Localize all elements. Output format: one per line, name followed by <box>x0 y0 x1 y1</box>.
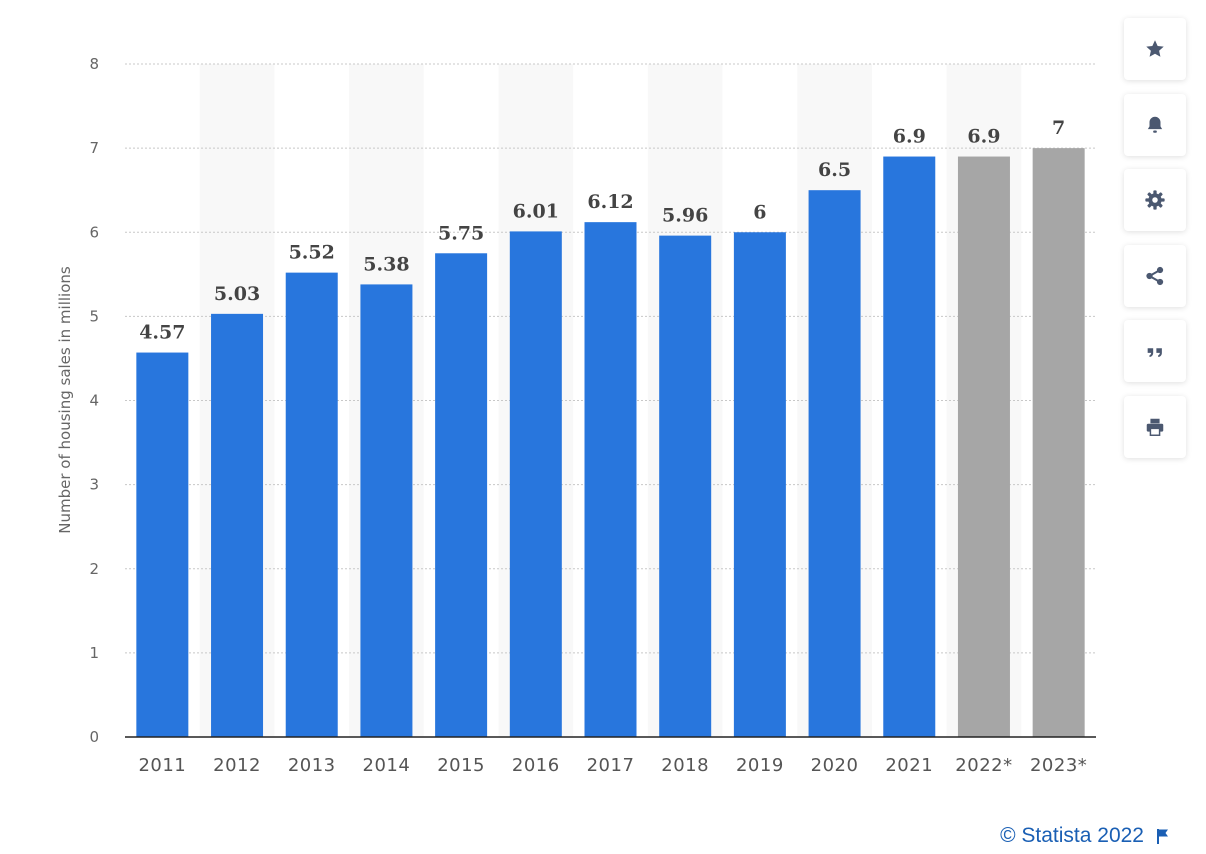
y-tick-label: 1 <box>89 644 99 662</box>
bars <box>136 148 1085 738</box>
x-tick-label: 2023* <box>1030 755 1087 776</box>
bar[interactable] <box>360 284 413 737</box>
data-label: 5.38 <box>363 253 409 275</box>
share-icon <box>1146 266 1164 285</box>
favorite-button[interactable] <box>1124 18 1186 80</box>
x-tick-label: 2012 <box>213 755 261 776</box>
y-tick-label: 7 <box>89 139 99 157</box>
data-label: 5.03 <box>214 283 260 305</box>
cite-button[interactable] <box>1124 320 1186 382</box>
credit-text[interactable]: © Statista 2022 <box>1000 824 1144 847</box>
x-tick-label: 2021 <box>885 755 933 776</box>
x-tick-label: 2019 <box>736 755 784 776</box>
bar[interactable] <box>808 190 861 737</box>
y-tick-label: 6 <box>89 223 99 241</box>
data-label: 6.12 <box>587 191 633 213</box>
data-label: 5.52 <box>289 242 335 264</box>
y-tick-label: 5 <box>89 307 99 325</box>
x-tick-label: 2013 <box>288 755 336 776</box>
x-tick-label: 2018 <box>661 755 709 776</box>
settings-button[interactable] <box>1124 169 1186 231</box>
bar[interactable] <box>136 352 189 737</box>
bar[interactable] <box>211 313 264 737</box>
bar[interactable] <box>584 222 637 737</box>
x-tick-label: 2016 <box>512 755 560 776</box>
bar[interactable] <box>659 235 712 738</box>
data-label: 6.9 <box>893 126 926 148</box>
notification-button[interactable] <box>1124 93 1186 156</box>
bar[interactable] <box>1032 148 1085 737</box>
flag-icon[interactable] <box>1156 828 1170 844</box>
gear-icon <box>1145 190 1165 210</box>
x-tick-label: 2014 <box>363 755 411 776</box>
bar[interactable] <box>733 232 786 737</box>
x-tick-label: 2022* <box>955 755 1012 776</box>
data-label: 6.01 <box>513 200 559 222</box>
bar-chart: 0 1 2 3 4 5 6 7 8 4.57 5.03 5.52 5.38 5.75 6.01 6.12 5.… <box>56 55 1096 776</box>
bar[interactable] <box>509 231 562 737</box>
bar[interactable] <box>285 272 338 737</box>
x-tick-label: 2011 <box>138 755 186 776</box>
data-label: 6.9 <box>967 126 1000 148</box>
bell-icon <box>1147 116 1163 133</box>
data-label: 6 <box>753 201 766 223</box>
print-icon <box>1146 418 1164 436</box>
bar[interactable] <box>435 253 488 737</box>
data-label: 4.57 <box>139 322 185 344</box>
print-button[interactable] <box>1124 395 1186 458</box>
data-label: 5.96 <box>662 205 708 227</box>
statista-credit[interactable]: © Statista 2022 <box>1000 824 1170 848</box>
x-tick-label: 2020 <box>811 755 859 776</box>
x-axis-ticks: 2011 2012 2013 2014 2015 2016 2017 2018 2019 2020… <box>138 755 1087 776</box>
bar[interactable] <box>957 156 1010 738</box>
x-tick-label: 2017 <box>587 755 635 776</box>
y-tick-label: 3 <box>89 476 99 494</box>
y-tick-label: 2 <box>89 560 99 578</box>
data-labels: 4.57 5.03 5.52 5.38 5.75 6.01 6.12 5.96 6 6.5 6.9 6… <box>139 117 1065 343</box>
quote-icon <box>1147 348 1162 358</box>
star-icon <box>1146 40 1164 57</box>
share-button[interactable] <box>1124 244 1186 307</box>
y-tick-label: 0 <box>89 728 99 746</box>
data-label: 5.75 <box>438 222 484 244</box>
toolbar <box>1124 18 1186 471</box>
bar[interactable] <box>883 156 936 738</box>
y-axis-label: Number of housing sales in millions <box>56 266 74 534</box>
data-label: 7 <box>1052 117 1065 139</box>
y-tick-label: 4 <box>89 392 99 410</box>
y-axis-ticks: 0 1 2 3 4 5 6 7 8 <box>89 55 99 746</box>
y-tick-label: 8 <box>89 55 99 73</box>
data-label: 6.5 <box>818 159 851 181</box>
x-tick-label: 2015 <box>437 755 485 776</box>
